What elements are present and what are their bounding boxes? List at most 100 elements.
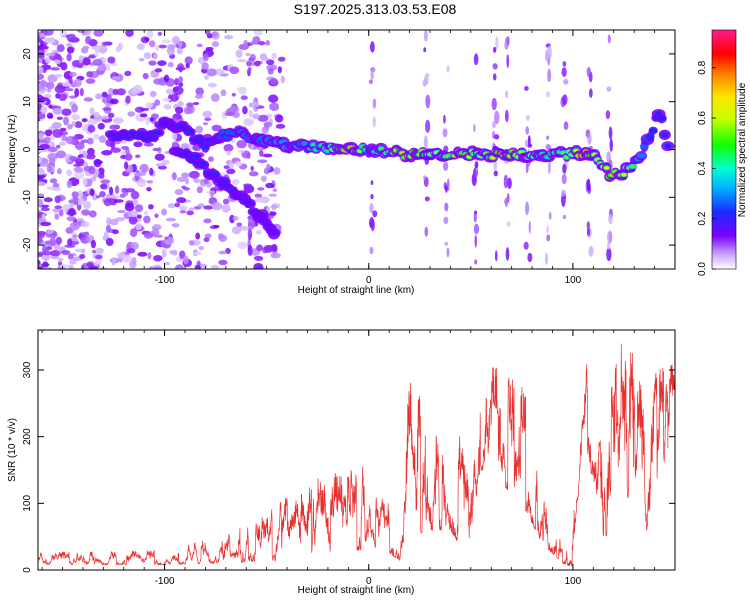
spectrogram-streak-blob [527, 135, 531, 146]
spectrogram-noise-blob [71, 103, 79, 113]
spectrogram-noise-blob [55, 150, 67, 159]
spectrogram-noise-blob [107, 56, 116, 64]
spectrogram-noise-blob [210, 93, 220, 102]
spectrogram-noise-blob [43, 197, 53, 203]
spectrogram-noise-blob [130, 242, 139, 250]
spectrogram-noise-blob [169, 250, 175, 255]
spectrogram-noise-blob [83, 97, 94, 102]
spectrogram-streak-blob [503, 174, 508, 189]
spectrogram-noise-blob [74, 88, 80, 98]
spectrogram-noise-blob [38, 181, 46, 187]
spectrogram-noise-blob [176, 176, 187, 182]
spectrogram-noise-blob [147, 252, 152, 260]
spectrogram-noise-blob [49, 237, 57, 247]
spectrogram-streak-blob [443, 114, 446, 124]
spectrogram-noise-blob [60, 61, 68, 71]
spectrogram-streak-blob [561, 173, 567, 185]
spectrogram-noise-blob [139, 163, 149, 173]
spectrogram-noise-blob [203, 53, 209, 62]
spectrogram-noise-blob [254, 256, 264, 262]
snr-y-tick-label: 300 [22, 361, 33, 378]
spectrogram-noise-blob [148, 266, 156, 269]
spectrogram-noise-blob [41, 213, 46, 220]
spectrogram-noise-blob [157, 165, 167, 170]
colorbar-label: Normalized spectral amplitude [737, 82, 748, 217]
spectrogram-noise-blob [117, 210, 126, 214]
spectrogram-streak-blob [563, 78, 569, 85]
spectrogram-noise-blob [127, 210, 139, 218]
spectrogram-streak-blob [425, 119, 431, 133]
spectrogram-noise-blob [129, 228, 138, 238]
snr-frame [37, 329, 676, 571]
spectrogram-noise-blob [171, 172, 177, 181]
spectrogram-noise-blob [59, 127, 67, 132]
spectrogram-noise-blob [79, 87, 84, 97]
spectrogram-streak-blob [370, 180, 374, 186]
spectrogram-noise-blob [150, 113, 159, 120]
spectrogram-streak-blob [546, 234, 551, 242]
spectrogram-streak-blob [473, 53, 479, 66]
spectrogram-noise-blob [220, 89, 227, 97]
spectrogram-noise-blob [273, 167, 281, 175]
spectrogram-noise-blob [171, 223, 180, 228]
spectrogram-streak-blob [524, 85, 529, 91]
spectrogram-streak-blob [606, 247, 612, 262]
spectrogram-noise-blob [224, 35, 234, 40]
spectrogram-streak-blob [545, 252, 548, 266]
spectrogram-streak-blob [493, 159, 497, 172]
spectrogram-noise-blob [174, 264, 185, 269]
spectrogram-noise-blob [267, 68, 274, 75]
spectrogram-noise-blob [143, 142, 154, 147]
spectrogram-noise-blob [46, 185, 53, 190]
spectrogram-branch-point [247, 201, 255, 207]
spectrogram-x-tick-label: 0 [366, 275, 372, 286]
spectrogram-noise-blob [184, 177, 190, 185]
spectrogram-noise-blob [38, 41, 41, 46]
spectrogram-ridge-point [621, 173, 627, 177]
spectrogram-noise-blob [167, 203, 177, 209]
spectrogram-noise-blob [243, 118, 255, 127]
spectrogram-noise-blob [229, 66, 240, 75]
spectrogram-noise-blob [82, 201, 92, 210]
spectrogram-noise-blob [92, 249, 97, 254]
spectrogram-noise-blob [67, 123, 73, 130]
spectrogram-noise-blob [114, 185, 120, 195]
spectrogram-streak-blob [548, 212, 552, 220]
spectrogram-noise-blob [66, 46, 75, 54]
spectrogram-noise-blob [195, 87, 204, 96]
spectrogram-noise-blob [95, 93, 103, 100]
snr-x-tick-label: 0 [366, 576, 372, 587]
spectrogram-streak-blob [249, 218, 256, 230]
spectrogram-noise-blob [211, 41, 220, 48]
spectrogram-noise-blob [47, 146, 58, 152]
spectrogram-noise-blob [87, 118, 98, 125]
spectrogram-noise-blob [153, 266, 162, 269]
spectrogram-noise-blob [265, 59, 275, 66]
spectrogram-noise-blob [254, 193, 263, 198]
spectrogram-noise-blob [46, 229, 54, 235]
spectrogram-noise-blob [43, 37, 53, 42]
spectrogram-streak-blob [562, 94, 568, 106]
spectrogram-noise-blob [93, 30, 104, 37]
spectrogram-noise-blob [203, 75, 210, 80]
spectrogram-noise-blob [40, 105, 48, 115]
spectrogram-noise-blob [136, 43, 145, 51]
spectrogram-noise-blob [38, 174, 46, 180]
spectrogram-streak-blob [507, 36, 510, 47]
spectrogram-noise-blob [202, 110, 213, 118]
spectrogram-noise-blob [153, 254, 163, 262]
spectrogram-noise-blob [88, 151, 94, 157]
spectrogram-noise-blob [124, 70, 132, 77]
spectrogram-x-tick-label: 100 [565, 275, 582, 286]
spectrogram-noise-blob [68, 265, 74, 269]
spectrogram-noise-blob [72, 136, 79, 140]
spectrogram-streak-blob [473, 210, 478, 215]
spectrogram-streak-blob [561, 67, 567, 77]
spectrogram-streak-blob [504, 196, 509, 208]
spectrogram-noise-blob [237, 241, 248, 250]
spectrogram-noise-blob [165, 261, 170, 266]
snr-series-line [38, 343, 675, 567]
spectrogram-noise-blob [59, 264, 69, 268]
spectrogram-noise-blob [99, 191, 106, 198]
spectrogram-noise-blob [40, 207, 50, 212]
